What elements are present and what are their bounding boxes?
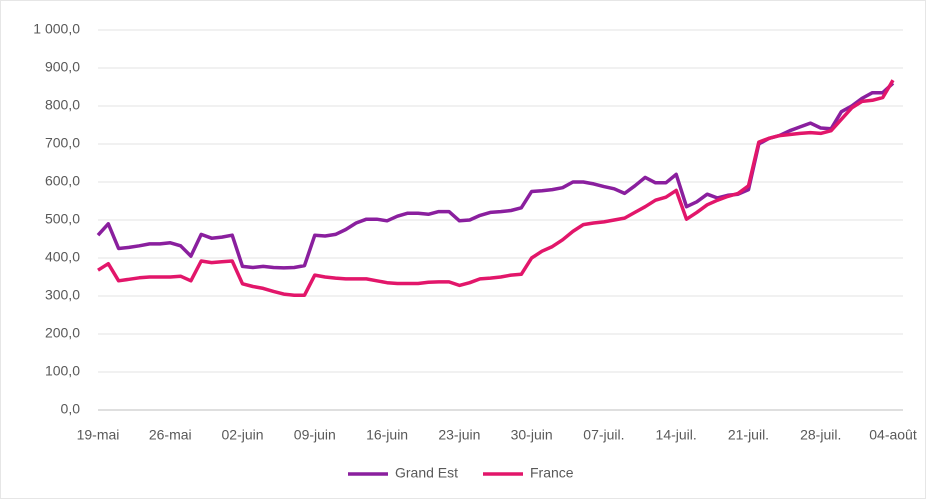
y-tick-label: 900,0 [45, 59, 80, 75]
series-line [97, 79, 895, 297]
x-tick-label: 26-mai [149, 427, 192, 443]
y-tick-label: 700,0 [45, 135, 80, 151]
x-tick-label: 04-août [869, 427, 917, 443]
y-tick-label: 100,0 [45, 363, 80, 379]
y-tick-label: 800,0 [45, 97, 80, 113]
x-tick-label: 16-juin [366, 427, 408, 443]
legend-label: France [530, 465, 574, 481]
x-tick-label: 30-juin [511, 427, 553, 443]
x-tick-label: 07-juil. [583, 427, 624, 443]
y-tick-label: 200,0 [45, 325, 80, 341]
legend-label: Grand Est [395, 465, 458, 481]
y-tick-label: 0,0 [61, 401, 81, 417]
x-tick-label: 21-juil. [728, 427, 769, 443]
y-tick-label: 600,0 [45, 173, 80, 189]
x-tick-label: 09-juin [294, 427, 336, 443]
y-tick-label: 500,0 [45, 211, 80, 227]
x-tick-label: 14-juil. [656, 427, 697, 443]
x-tick-label: 19-mai [77, 427, 120, 443]
x-tick-label: 02-juin [222, 427, 264, 443]
y-tick-label: 300,0 [45, 287, 80, 303]
y-tick-label: 1 000,0 [33, 21, 80, 37]
x-tick-label: 23-juin [438, 427, 480, 443]
y-tick-label: 400,0 [45, 249, 80, 265]
x-tick-label: 28-juil. [800, 427, 841, 443]
